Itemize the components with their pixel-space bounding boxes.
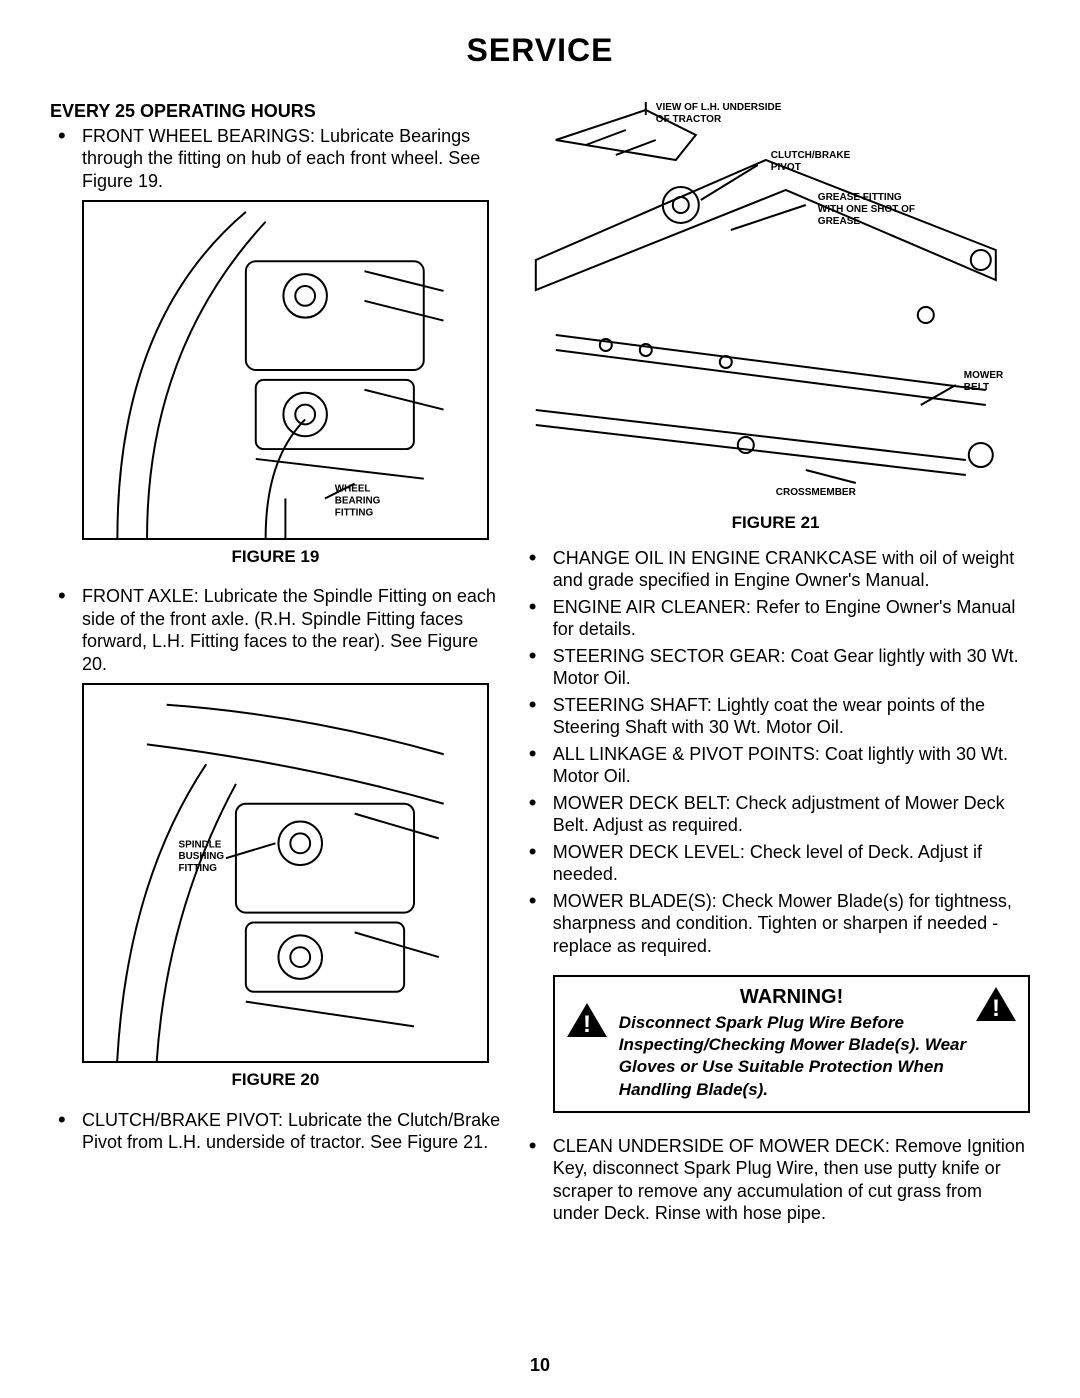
page-number: 10 xyxy=(0,1354,1080,1377)
list-item: MOWER DECK BELT: Check adjustment of Mow… xyxy=(521,792,1031,837)
list-item: MOWER DECK LEVEL: Check level of Deck. A… xyxy=(521,841,1031,886)
bullet-list: FRONT AXLE: Lubricate the Spindle Fittin… xyxy=(50,585,501,675)
bullet-list: CLUTCH/BRAKE PIVOT: Lubricate the Clutch… xyxy=(50,1109,501,1154)
figure-20-caption: FIGURE 20 xyxy=(50,1069,501,1090)
right-column: VIEW OF L.H. UNDERSIDE OF TRACTOR CLUTCH… xyxy=(521,100,1031,1229)
warning-box: ! ! WARNING! Disconnect Spark Plug Wire … xyxy=(553,975,1031,1112)
bullet-list: FRONT WHEEL BEARINGS: Lubricate Bearings… xyxy=(50,125,501,193)
fig19-label: WHEEL xyxy=(335,484,371,495)
two-column-layout: EVERY 25 OPERATING HOURS FRONT WHEEL BEA… xyxy=(50,100,1030,1229)
list-item: FRONT AXLE: Lubricate the Spindle Fittin… xyxy=(50,585,501,675)
figure-20-diagram: SPINDLE BUSHING FITTING xyxy=(84,685,487,1061)
figure-19-caption: FIGURE 19 xyxy=(50,546,501,567)
warning-body: Disconnect Spark Plug Wire Before Inspec… xyxy=(567,1012,1017,1100)
list-item: CLUTCH/BRAKE PIVOT: Lubricate the Clutch… xyxy=(50,1109,501,1154)
list-item: STEERING SHAFT: Lightly coat the wear po… xyxy=(521,694,1031,739)
fig20-label: FITTING xyxy=(179,863,218,874)
section-heading: EVERY 25 OPERATING HOURS xyxy=(50,100,501,123)
fig21-label: MOWER xyxy=(964,370,1004,381)
fig21-label: PIVOT xyxy=(771,162,801,173)
figure-19-diagram: WHEEL BEARING FITTING xyxy=(84,202,487,538)
figure-21-box: VIEW OF L.H. UNDERSIDE OF TRACTOR CLUTCH… xyxy=(521,100,1031,506)
bullet-list-right: CHANGE OIL IN ENGINE CRANKCASE with oil … xyxy=(521,547,1031,958)
warning-triangle-icon: ! xyxy=(565,1001,609,1039)
fig21-label: VIEW OF L.H. UNDERSIDE xyxy=(656,102,782,113)
list-item: CLEAN UNDERSIDE OF MOWER DECK: Remove Ig… xyxy=(521,1135,1031,1225)
list-item: CHANGE OIL IN ENGINE CRANKCASE with oil … xyxy=(521,547,1031,592)
svg-text:!: ! xyxy=(992,995,1000,1022)
figure-21-caption: FIGURE 21 xyxy=(521,512,1031,533)
bullet-list-after-warning: CLEAN UNDERSIDE OF MOWER DECK: Remove Ig… xyxy=(521,1135,1031,1225)
left-column: EVERY 25 OPERATING HOURS FRONT WHEEL BEA… xyxy=(50,100,501,1229)
fig21-label: WITH ONE SHOT OF xyxy=(818,204,915,215)
page-title: SERVICE xyxy=(50,30,1030,70)
fig21-label: CROSSMEMBER xyxy=(776,487,857,498)
list-item: FRONT WHEEL BEARINGS: Lubricate Bearings… xyxy=(50,125,501,193)
fig19-label: BEARING xyxy=(335,495,381,506)
list-item: STEERING SECTOR GEAR: Coat Gear lightly … xyxy=(521,645,1031,690)
warning-triangle-icon: ! xyxy=(974,985,1018,1023)
fig21-label: OF TRACTOR xyxy=(656,114,722,125)
svg-text:!: ! xyxy=(583,1011,591,1038)
figure-20-box: SPINDLE BUSHING FITTING xyxy=(82,683,489,1063)
list-item: ENGINE AIR CLEANER: Refer to Engine Owne… xyxy=(521,596,1031,641)
fig21-label: GREASE xyxy=(818,216,861,227)
list-item: MOWER BLADE(S): Check Mower Blade(s) for… xyxy=(521,890,1031,958)
fig21-label: BELT xyxy=(964,382,989,393)
fig19-label: FITTING xyxy=(335,507,374,518)
warning-title: WARNING! xyxy=(567,985,1017,1010)
fig20-label: SPINDLE xyxy=(179,840,222,851)
figure-21-diagram: VIEW OF L.H. UNDERSIDE OF TRACTOR CLUTCH… xyxy=(521,100,1031,500)
fig21-label: GREASE FITTING xyxy=(818,192,902,203)
list-item: ALL LINKAGE & PIVOT POINTS: Coat lightly… xyxy=(521,743,1031,788)
fig20-label: BUSHING xyxy=(179,851,225,862)
fig21-label: CLUTCH/BRAKE xyxy=(771,150,851,161)
figure-19-box: WHEEL BEARING FITTING xyxy=(82,200,489,540)
